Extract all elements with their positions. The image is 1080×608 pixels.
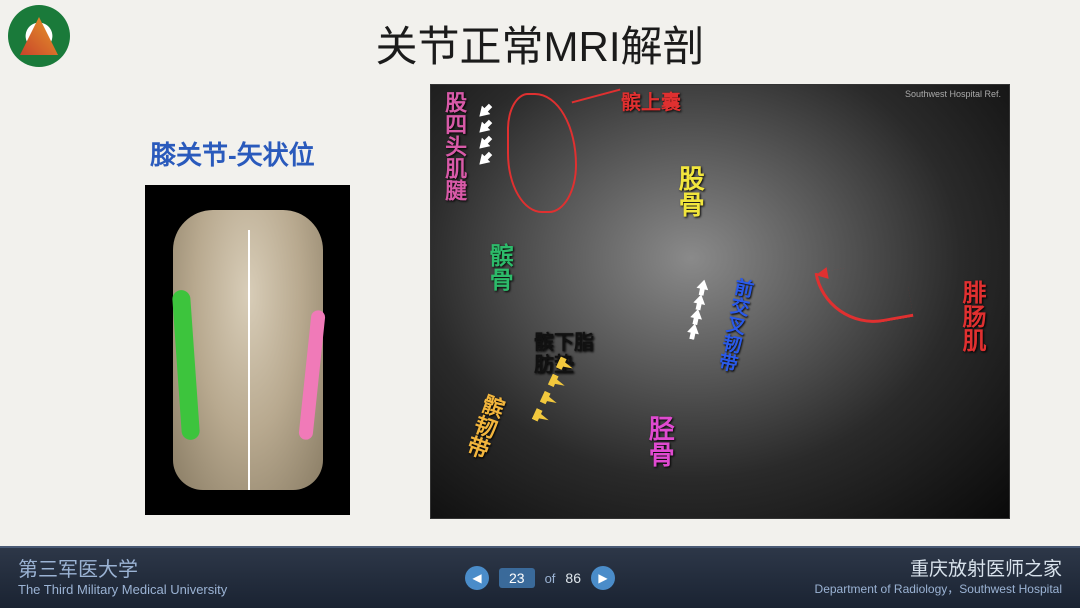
slide-footer: 第三军医大学 The Third Military Medical Univer… [0,546,1080,608]
uni-name-cn: 第三军医大学 [18,558,227,582]
label-suprapatellar: 髌上囊 [621,93,681,114]
knee-3d-render [173,210,323,490]
university-block: 第三军医大学 The Third Military Medical Univer… [18,558,227,598]
label-tibia: 胫骨 [646,415,673,467]
prev-button[interactable]: ◀ [465,566,489,590]
lateral-band-marker [171,290,199,441]
slide-title: 关节正常MRI解剖 [0,13,1080,74]
uni-name-en: The Third Military Medical University [18,582,227,598]
slide-nav: ◀ 23 of 86 ▶ [465,566,615,590]
sagittal-line [248,230,250,490]
label-gastrocnemius: 腓肠肌 [959,280,984,352]
ct-3d-panel [145,185,350,515]
mri-sagittal-panel: Southwest Hospital Ref. 股四头肌腱 髌上囊 股骨 髌骨 … [430,84,1010,519]
medial-band-marker [298,310,326,441]
page-current: 23 [499,568,535,588]
dept-en: Department of Radiology，Southwest Hospit… [815,582,1062,596]
page-total: 86 [565,570,581,586]
page-of: of [545,571,556,586]
label-femur: 股骨 [676,165,703,217]
next-button[interactable]: ▶ [591,566,615,590]
label-patella: 髌骨 [486,243,511,291]
slide-subtitle: 膝关节-矢状位 [150,135,315,172]
label-quadriceps: 股四头肌腱 [443,91,466,201]
dept-cn: 重庆放射医师之家 [910,559,1062,582]
arrows-quadriceps [477,105,493,165]
department-block: 重庆放射医师之家 Department of Radiology，Southwe… [815,559,1062,596]
scanner-info: Southwest Hospital Ref. [905,89,1001,100]
